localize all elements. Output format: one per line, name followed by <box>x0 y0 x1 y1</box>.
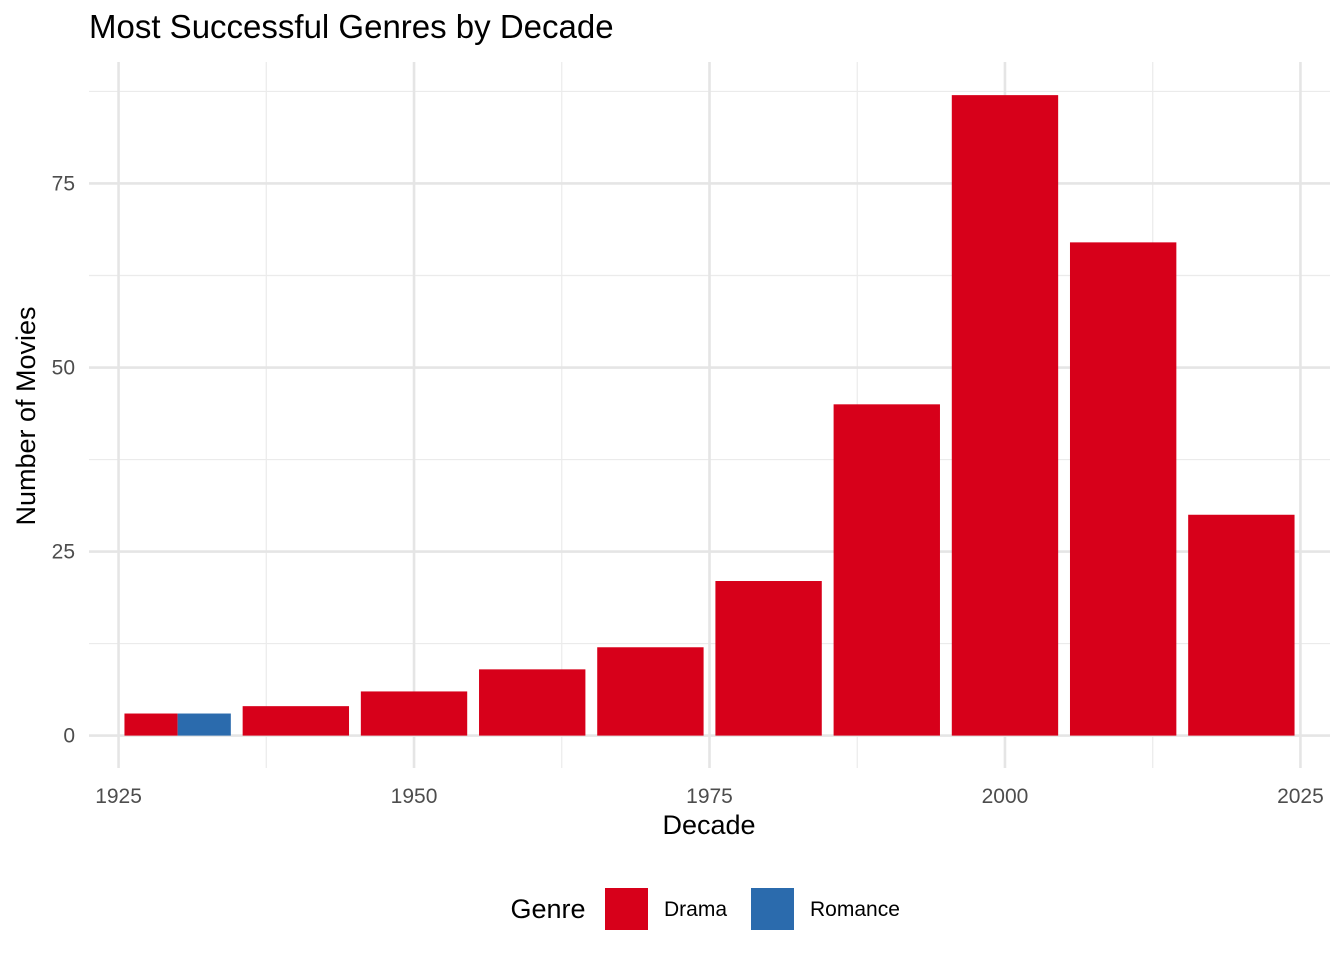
bar-drama <box>479 669 586 736</box>
legend-key-romance <box>751 888 794 930</box>
bar-drama <box>833 404 940 736</box>
legend: Genre Drama Romance <box>510 888 900 930</box>
x-axis-title: Decade <box>662 810 755 840</box>
y-tick-label: 0 <box>63 725 75 748</box>
y-tick-label: 75 <box>52 172 75 195</box>
bar-drama <box>951 95 1059 736</box>
legend-key-drama <box>605 888 648 930</box>
y-tick-label: 25 <box>52 541 75 564</box>
bar-drama <box>1069 242 1177 736</box>
x-tick-label: 1950 <box>391 785 438 808</box>
bar-drama <box>597 647 704 736</box>
legend-label: Drama <box>664 898 727 921</box>
bar-drama <box>1188 514 1295 736</box>
legend-items: Drama Romance <box>605 888 900 930</box>
legend-label: Romance <box>810 898 900 921</box>
bar-drama <box>242 706 350 736</box>
bar-drama <box>715 581 822 736</box>
y-tick-label: 50 <box>52 357 75 380</box>
bar-drama <box>124 713 178 736</box>
x-tick-label: 1975 <box>686 785 733 808</box>
chart-title: Most Successful Genres by Decade <box>89 8 614 45</box>
x-tick-label: 1925 <box>95 785 142 808</box>
tick-labels: 1925 1950 1975 2000 2025 0 25 50 75 <box>52 172 1324 808</box>
bar-romance <box>177 713 231 736</box>
legend-title: Genre <box>510 894 585 924</box>
bar-drama <box>360 691 468 736</box>
x-tick-label: 2025 <box>1277 785 1324 808</box>
bars <box>124 95 1295 736</box>
y-axis-title: Number of Movies <box>11 306 41 525</box>
x-tick-label: 2000 <box>982 785 1029 808</box>
